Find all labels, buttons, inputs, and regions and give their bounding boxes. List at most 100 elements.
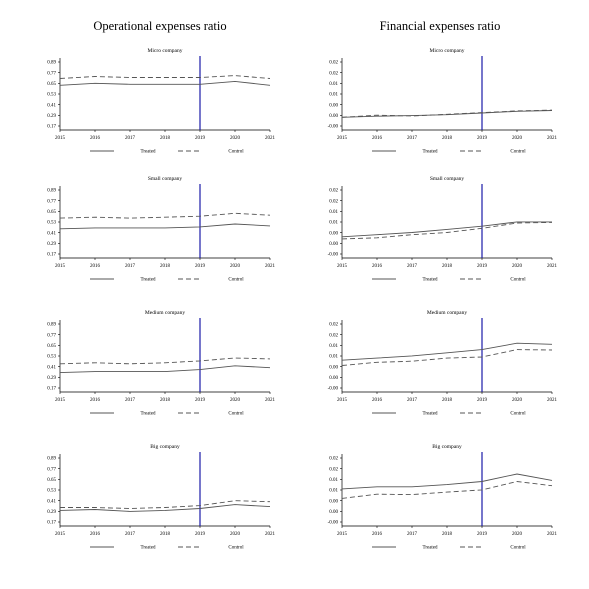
y-tick-label: 0.41 — [47, 499, 56, 504]
x-tick-label: 2018 — [442, 398, 453, 403]
legend-label-control: Control — [510, 278, 526, 283]
legend-label-treated: Treated — [422, 278, 438, 283]
panel-title: Micro company — [148, 48, 183, 54]
y-tick-label: 0.89 — [47, 189, 56, 194]
legend-label-control: Control — [228, 546, 244, 551]
y-tick-label: 0.53 — [47, 489, 56, 494]
panel-title: Small company — [148, 176, 183, 182]
legend-label-treated: Treated — [140, 278, 156, 283]
y-tick-label: 0.29 — [47, 376, 56, 381]
panels: Micro company 0.17 0.29 0.41 0.53 0.65 0.77 0.8… — [47, 48, 557, 551]
legend-label-control: Control — [510, 150, 526, 155]
series-treated — [341, 342, 553, 361]
y-tick-label: -0.00 — [328, 125, 339, 130]
y-tick-label: 0.00 — [329, 114, 338, 119]
y-tick-label: 0.02 — [329, 457, 338, 462]
legend-label-control: Control — [228, 412, 244, 417]
legend-label-treated: Treated — [140, 150, 156, 155]
x-tick-label: 2016 — [372, 264, 383, 269]
y-tick-label: 0.02 — [329, 61, 338, 66]
x-tick-label: 2018 — [442, 532, 453, 537]
y-tick-label: 0.65 — [47, 478, 56, 483]
y-tick-label: 0.17 — [47, 125, 56, 130]
x-tick-label: 2015 — [55, 398, 66, 403]
series-control — [59, 357, 271, 365]
panel-title: Medium company — [427, 310, 467, 316]
x-tick-label: 2019 — [195, 136, 206, 141]
x-tick-label: 2019 — [477, 136, 488, 141]
y-tick-label: 0.00 — [329, 103, 338, 108]
y-tick-label: 0.00 — [329, 376, 338, 381]
column-title-operational: Operational expenses ratio — [93, 19, 226, 33]
x-tick-label: 2018 — [160, 264, 171, 269]
panel-8: Big company -0.00 0.00 0.00 0.01 0.01 0.02 0.02… — [328, 444, 558, 551]
x-tick-label: 2017 — [407, 136, 418, 141]
series-treated — [59, 365, 271, 374]
panel-3: Small company 0.17 0.29 0.41 0.53 0.65 0.77 0.8… — [47, 176, 275, 283]
x-tick-label: 2015 — [337, 398, 348, 403]
x-tick-label: 2016 — [372, 136, 383, 141]
y-tick-label: -0.00 — [328, 521, 339, 526]
legend-label-treated: Treated — [140, 412, 156, 417]
x-tick-label: 2017 — [125, 398, 136, 403]
x-tick-label: 2017 — [407, 532, 418, 537]
x-tick-label: 2017 — [125, 532, 136, 537]
y-tick-label: 0.89 — [47, 457, 56, 462]
x-tick-label: 2015 — [55, 532, 66, 537]
y-tick-label: 0.17 — [47, 521, 56, 526]
y-tick-label: 0.65 — [47, 210, 56, 215]
y-tick-label: 0.02 — [329, 71, 338, 76]
x-tick-label: 2015 — [337, 532, 348, 537]
x-tick-label: 2017 — [407, 264, 418, 269]
y-tick-label: 0.01 — [329, 344, 338, 349]
y-tick-label: 0.02 — [329, 467, 338, 472]
x-tick-label: 2015 — [337, 264, 348, 269]
y-tick-label: 0.29 — [47, 242, 56, 247]
series-treated — [59, 223, 271, 230]
legend-label-treated: Treated — [140, 546, 156, 551]
series-control — [341, 349, 553, 366]
x-tick-label: 2018 — [442, 264, 453, 269]
y-tick-label: 0.01 — [329, 355, 338, 360]
x-tick-label: 2018 — [160, 532, 171, 537]
x-tick-label: 2017 — [125, 264, 136, 269]
y-tick-label: 0.02 — [329, 199, 338, 204]
y-tick-label: 0.17 — [47, 387, 56, 392]
y-tick-label: 0.77 — [47, 199, 56, 204]
y-tick-label: 0.77 — [47, 71, 56, 76]
y-tick-label: 0.00 — [329, 499, 338, 504]
x-tick-label: 2020 — [512, 136, 523, 141]
y-tick-label: 0.01 — [329, 221, 338, 226]
y-tick-label: 0.02 — [329, 323, 338, 328]
x-tick-label: 2018 — [160, 398, 171, 403]
x-tick-label: 2016 — [90, 264, 101, 269]
x-tick-label: 2020 — [512, 264, 523, 269]
x-tick-label: 2018 — [160, 136, 171, 141]
y-tick-label: 0.01 — [329, 82, 338, 87]
y-tick-label: 0.53 — [47, 355, 56, 360]
y-tick-label: 0.77 — [47, 333, 56, 338]
y-tick-label: 0.65 — [47, 344, 56, 349]
x-tick-label: 2019 — [195, 264, 206, 269]
x-tick-label: 2021 — [547, 264, 558, 269]
panel-title: Big company — [150, 444, 180, 450]
y-tick-label: 0.00 — [329, 510, 338, 515]
x-tick-label: 2020 — [230, 398, 241, 403]
legend-label-treated: Treated — [422, 412, 438, 417]
x-tick-label: 2020 — [512, 532, 523, 537]
x-tick-label: 2020 — [230, 532, 241, 537]
x-tick-label: 2019 — [195, 398, 206, 403]
y-tick-label: 0.01 — [329, 210, 338, 215]
y-tick-label: 0.77 — [47, 467, 56, 472]
panel-1: Micro company 0.17 0.29 0.41 0.53 0.65 0.77 0.8… — [47, 48, 275, 155]
panel-title: Small company — [430, 176, 465, 182]
y-tick-label: 0.41 — [47, 231, 56, 236]
y-tick-label: 0.29 — [47, 510, 56, 515]
x-tick-label: 2016 — [372, 532, 383, 537]
x-tick-label: 2021 — [547, 532, 558, 537]
x-tick-label: 2021 — [547, 398, 558, 403]
x-tick-label: 2021 — [265, 264, 276, 269]
x-tick-label: 2021 — [265, 398, 276, 403]
y-tick-label: 0.53 — [47, 221, 56, 226]
legend-label-control: Control — [228, 150, 244, 155]
